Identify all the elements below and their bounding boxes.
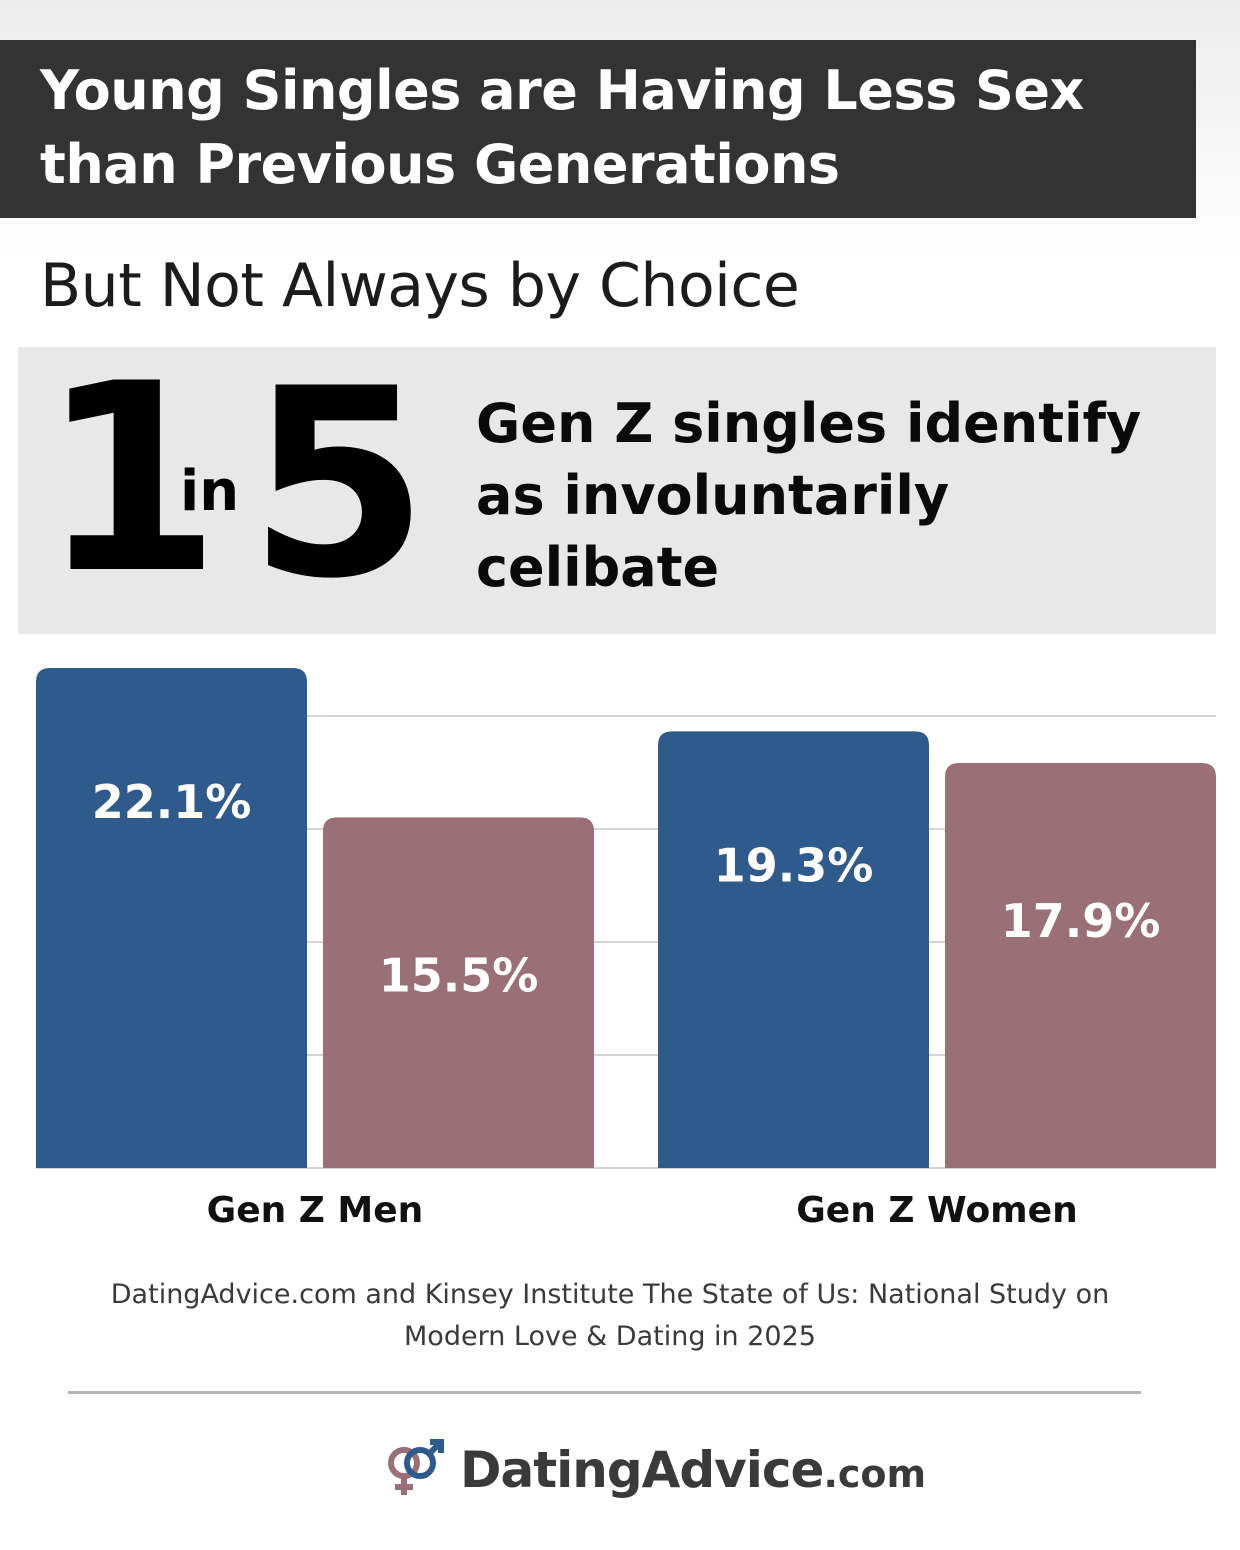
stat-big-number-five: 5 (248, 334, 429, 636)
bar-value-label: 19.3% (714, 838, 874, 892)
bar-value-label: 17.9% (1001, 894, 1161, 948)
bar-gen-z-men-2 (323, 817, 594, 1168)
bar-value-label: 22.1% (92, 775, 252, 829)
bar-gen-z-women-2 (945, 763, 1216, 1168)
stat-line-1: Gen Z singles identify (476, 392, 1142, 455)
logo-wordmark: DatingAdvice.com (460, 1441, 926, 1499)
title-line-1: Young Singles are Having Less Sex (40, 59, 1084, 122)
bar-chart: 22.1% 15.5% Gen Z Men 19.3% 17.9% Gen Z Women (36, 668, 1216, 1231)
gender-symbols-icon (378, 1433, 448, 1508)
subtitle: But Not Always by Choice (40, 251, 800, 321)
title-line-2: than Previous Generations (40, 133, 840, 196)
stat-panel (18, 347, 1216, 634)
logo-main-text: DatingAdvice (460, 1441, 824, 1499)
title-banner: Young Singles are Having Less Sex than P… (0, 40, 1196, 218)
stat-big-number-one: 1 (40, 329, 221, 631)
bar-gen-z-women-1 (658, 731, 929, 1168)
divider (68, 1391, 1141, 1394)
category-label: Gen Z Men (207, 1190, 424, 1231)
brand-logo: DatingAdvice.com (378, 1430, 926, 1510)
source-citation: DatingAdvice.com and Kinsey Institute Th… (40, 1274, 1180, 1358)
bar-value-label: 15.5% (379, 948, 539, 1002)
stat-line-2: as involuntarily (476, 464, 950, 527)
source-line-1: DatingAdvice.com and Kinsey Institute Th… (110, 1279, 1110, 1310)
bar-gen-z-men-1 (36, 668, 307, 1168)
stat-line-3: celibate (476, 536, 720, 599)
stat-connector: in (180, 459, 240, 524)
source-line-2: Modern Love & Dating in 2025 (404, 1321, 816, 1352)
logo-suffix-text: .com (823, 1452, 927, 1496)
stat-description: Gen Z singles identify as involuntarily … (476, 388, 1196, 604)
category-label: Gen Z Women (796, 1190, 1077, 1231)
